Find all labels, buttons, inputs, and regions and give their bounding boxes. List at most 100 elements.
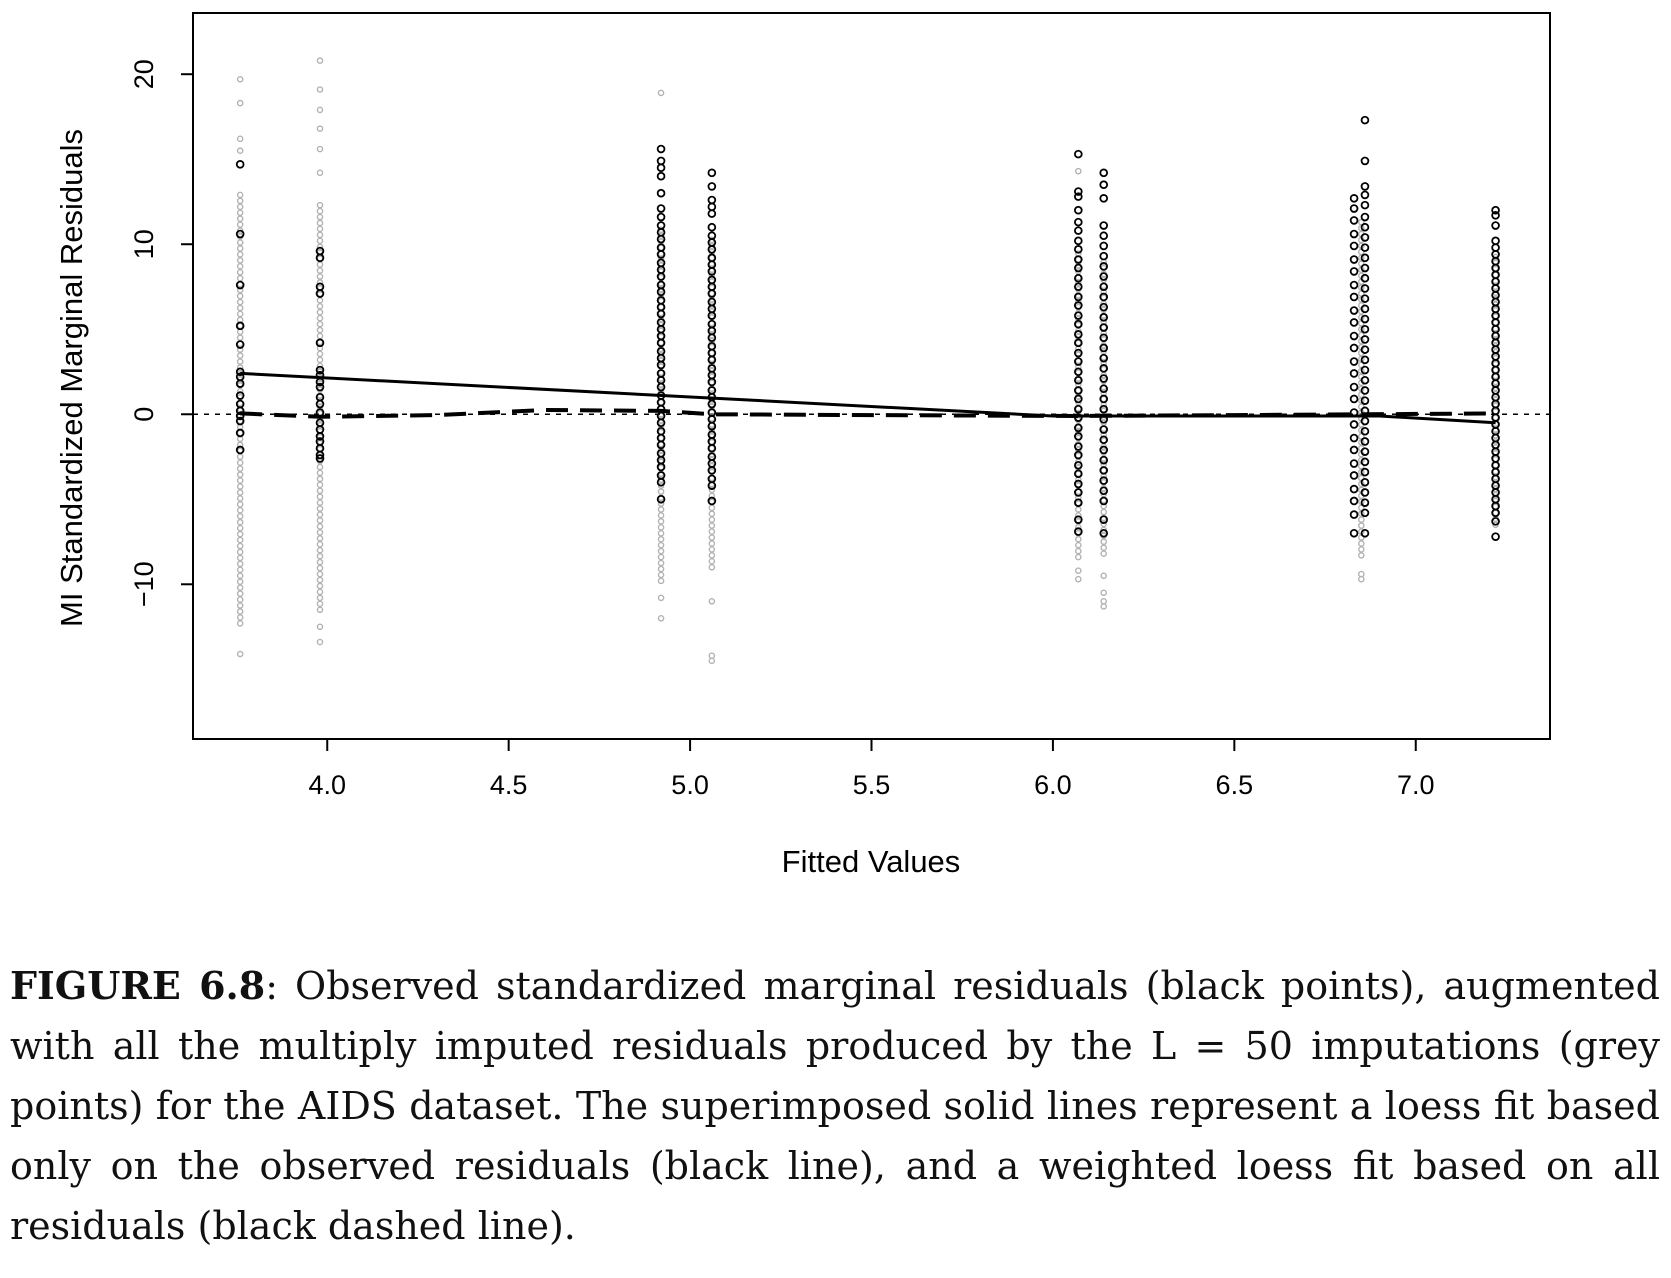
observed-point	[1074, 192, 1083, 201]
x-tick-label: 5.0	[671, 770, 709, 800]
imputed-point	[236, 310, 244, 318]
observed-point	[1349, 216, 1359, 225]
observed-point	[1074, 263, 1083, 273]
observed-point	[1099, 486, 1109, 496]
imputed-point	[657, 524, 665, 531]
imputed-point	[316, 481, 324, 489]
observed-point	[1099, 292, 1109, 302]
observed-point	[1074, 432, 1083, 441]
observed-point	[1074, 330, 1083, 339]
imputed-point	[657, 559, 665, 567]
imputed-point	[708, 427, 716, 434]
observed-point	[707, 231, 717, 241]
imputed-point	[316, 332, 324, 340]
observed-point	[656, 156, 666, 166]
observed-point	[707, 481, 717, 490]
scatter-plot: 4.0 4.5 5.0 5.5 6.0 6.5 7.0 −10 0 10 20 Fitted Va…	[54, 12, 1551, 879]
imputed-point	[708, 522, 716, 529]
observed-point	[1099, 455, 1109, 465]
x-tick-label: 4.0	[308, 770, 346, 800]
observed-point	[656, 477, 666, 487]
observed-point	[1099, 168, 1109, 178]
observed-point	[1074, 245, 1083, 254]
observed-point	[656, 144, 666, 154]
observed-point	[1099, 353, 1109, 363]
observed-point	[707, 182, 717, 191]
imputed-point	[708, 546, 716, 553]
imputed-point	[316, 535, 324, 542]
observed-point	[1349, 394, 1359, 404]
imputed-point	[1100, 508, 1108, 516]
observed-point	[707, 399, 717, 409]
imputed-point	[236, 263, 244, 270]
observed-point	[315, 289, 325, 298]
imputed-point	[1075, 547, 1082, 555]
imputed-point	[316, 356, 324, 364]
imputed-point	[708, 657, 716, 665]
observed-point	[1074, 338, 1083, 348]
observed-point	[707, 202, 717, 212]
observed-point	[656, 309, 666, 319]
imputed-point	[1358, 290, 1365, 297]
imputed-point	[236, 334, 244, 342]
observed-point	[1099, 231, 1109, 241]
observed-point	[1074, 515, 1083, 524]
observed-point	[1074, 255, 1083, 264]
observed-point	[1099, 180, 1109, 190]
observed-point	[656, 234, 666, 244]
observed-point	[707, 496, 717, 506]
imputed-point	[236, 215, 244, 223]
observed-point	[1099, 374, 1109, 383]
observed-point	[1099, 221, 1109, 230]
y-axis: −10 0 10 20	[129, 59, 193, 607]
imputed-point	[1075, 567, 1082, 574]
imputed-point	[708, 558, 716, 565]
observed-point	[235, 280, 245, 290]
imputed-point	[316, 552, 324, 560]
imputed-point	[316, 541, 324, 548]
imputed-point	[1075, 167, 1082, 175]
imputed-point	[316, 469, 324, 477]
observed-point	[1491, 243, 1500, 252]
observed-point	[315, 399, 325, 409]
imputed-point	[236, 560, 244, 568]
imputed-point	[236, 358, 244, 365]
observed-point	[656, 382, 666, 392]
imputed-point	[316, 326, 324, 334]
observed-point	[1099, 384, 1109, 394]
observed-point	[1360, 324, 1370, 334]
observed-point	[235, 229, 245, 239]
imputed-point	[316, 314, 324, 322]
x-tick-label: 6.0	[1034, 770, 1072, 800]
imputed-point	[316, 558, 324, 566]
imputed-point	[1075, 512, 1082, 519]
imputed-point	[316, 213, 324, 221]
observed-point	[1074, 226, 1083, 235]
imputed-point	[657, 553, 665, 561]
observed-point	[1360, 243, 1370, 252]
x-tick-label: 6.5	[1216, 770, 1254, 800]
imputed-point	[316, 243, 324, 251]
imputed-point	[316, 588, 324, 596]
observed-point	[1349, 306, 1359, 315]
imputed-point	[236, 483, 244, 490]
observed-point	[1074, 460, 1083, 470]
observed-point	[656, 250, 666, 259]
observed-point	[656, 360, 666, 370]
imputed-point	[1358, 546, 1365, 553]
imputed-point	[236, 602, 244, 609]
observed-point	[1360, 365, 1370, 375]
observed-point	[1360, 375, 1370, 385]
imputed-point	[1100, 603, 1108, 610]
observed-point	[1099, 302, 1109, 312]
imputed-point	[1075, 524, 1082, 531]
imputed-point	[316, 320, 324, 328]
observed-point	[1360, 115, 1370, 125]
imputed-point	[236, 298, 244, 306]
observed-point	[1099, 496, 1109, 506]
imputed-point	[236, 453, 244, 461]
observed-point	[235, 367, 245, 377]
observed-point	[707, 222, 717, 232]
observed-point	[1349, 318, 1359, 327]
observed-point	[656, 188, 666, 198]
